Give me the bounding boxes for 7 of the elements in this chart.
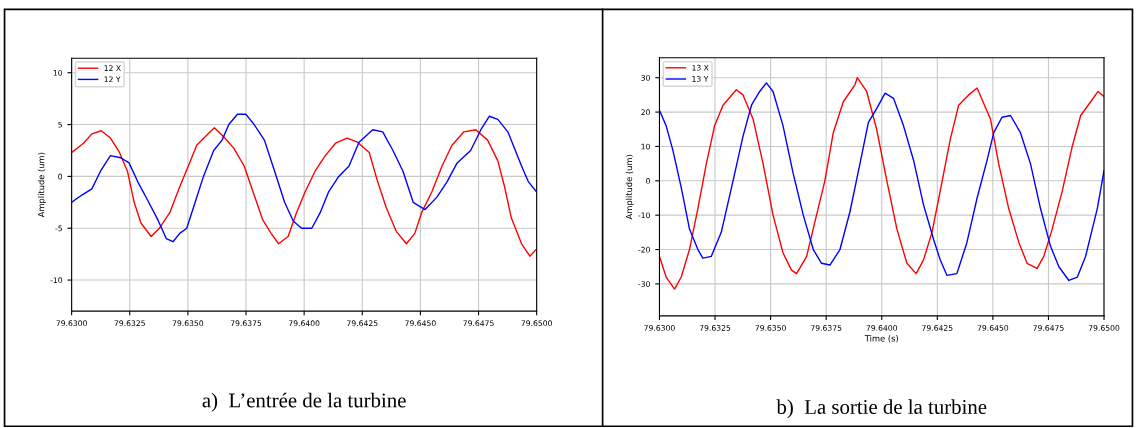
x-axis-title: Time (s) (864, 335, 898, 343)
line-series (71, 126, 537, 257)
line-series (71, 113, 537, 243)
y-axis-title: Amplitude (um) (625, 154, 634, 220)
y-axis-title: Amplitude (um) (37, 152, 46, 218)
text: b) La sortie de la turbine (776, 399, 987, 419)
text: a) L’entrée de la turbine (202, 392, 406, 412)
